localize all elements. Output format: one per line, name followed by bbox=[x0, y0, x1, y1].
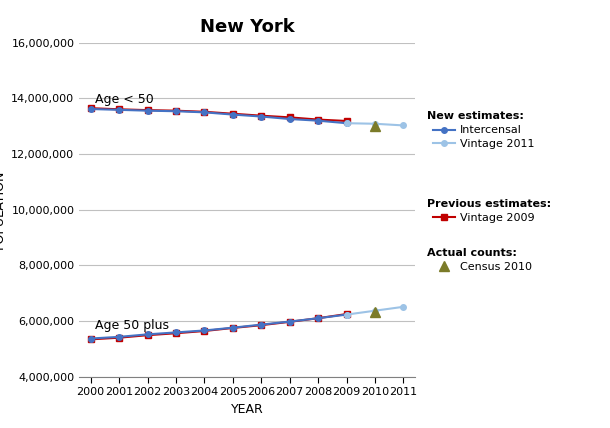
Text: Actual counts:: Actual counts: bbox=[427, 248, 517, 258]
Text: Age 50 plus: Age 50 plus bbox=[95, 318, 169, 332]
Y-axis label: POPULATION: POPULATION bbox=[0, 170, 5, 250]
Text: New estimates:: New estimates: bbox=[427, 111, 524, 121]
Legend: Census 2010: Census 2010 bbox=[432, 262, 533, 272]
X-axis label: YEAR: YEAR bbox=[231, 403, 264, 416]
Title: New York: New York bbox=[199, 18, 295, 36]
Text: Age < 50: Age < 50 bbox=[95, 93, 154, 107]
Text: Previous estimates:: Previous estimates: bbox=[427, 199, 551, 209]
